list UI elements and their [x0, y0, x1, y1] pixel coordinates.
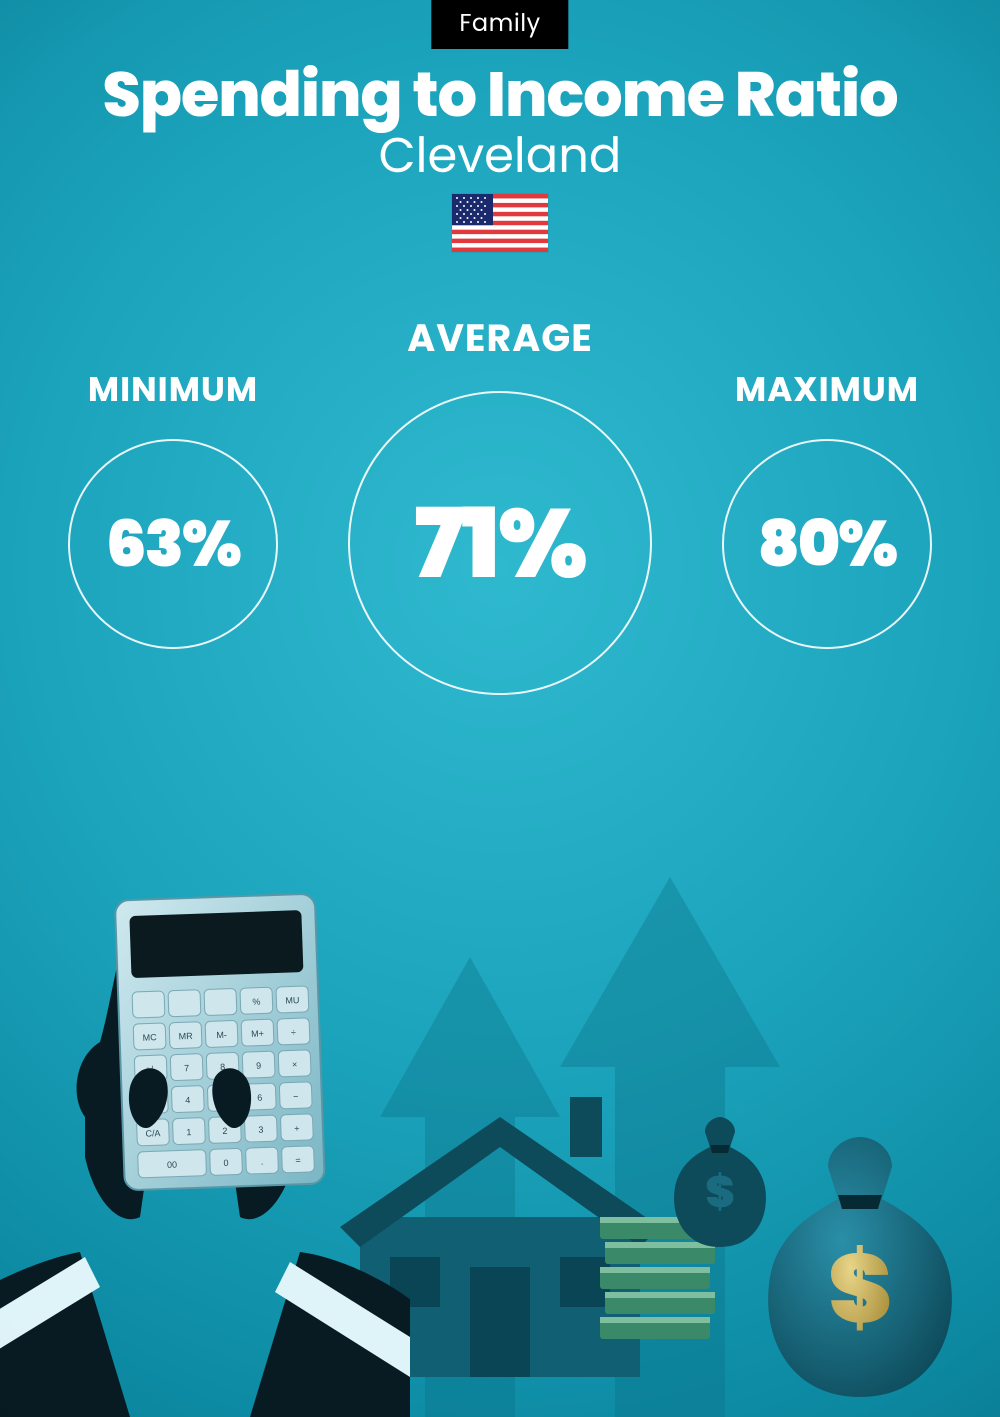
- page-subtitle: Cleveland: [0, 120, 1000, 192]
- category-badge-label: Family: [459, 7, 540, 40]
- svg-text:$: $: [828, 1221, 892, 1356]
- svg-text:%: %: [252, 997, 260, 1007]
- svg-text:−: −: [293, 1091, 299, 1101]
- stat-average-label: AVERAGE: [407, 310, 593, 367]
- stat-average: AVERAGE 71%: [348, 310, 652, 695]
- svg-text:6: 6: [257, 1093, 262, 1103]
- category-badge: Family: [431, 0, 568, 49]
- svg-text:4: 4: [185, 1095, 190, 1105]
- hands-calculator-icon: %MU MCMRM-M+÷ +/-789× ▶456− C/A123+ 000.…: [0, 857, 410, 1417]
- stat-maximum-value: 80%: [758, 497, 896, 592]
- money-bag-small-icon: $: [670, 1117, 770, 1247]
- illustration: $ $: [0, 797, 1000, 1417]
- flag-icon: [452, 194, 548, 252]
- stats-row: MINIMUM 63% AVERAGE 71% MAXIMUM 80%: [0, 310, 1000, 695]
- stat-minimum-value: 63%: [106, 497, 240, 592]
- stat-minimum: MINIMUM 63%: [68, 364, 278, 649]
- svg-text:MR: MR: [178, 1031, 193, 1041]
- svg-text:MU: MU: [285, 995, 299, 1005]
- svg-text:+: +: [294, 1123, 300, 1133]
- money-bag-large-icon: $: [760, 1137, 960, 1397]
- svg-text:×: ×: [292, 1059, 298, 1069]
- svg-text:0: 0: [223, 1158, 228, 1168]
- svg-text:M-: M-: [216, 1030, 227, 1040]
- svg-text:7: 7: [184, 1063, 189, 1073]
- svg-text:$: $: [705, 1162, 734, 1223]
- stat-average-circle: 71%: [348, 391, 652, 695]
- svg-text:1: 1: [186, 1127, 191, 1137]
- svg-text:C/A: C/A: [145, 1128, 160, 1139]
- stat-minimum-label: MINIMUM: [88, 364, 258, 415]
- svg-text:9: 9: [256, 1061, 261, 1071]
- svg-text:00: 00: [167, 1160, 177, 1170]
- stat-minimum-circle: 63%: [68, 439, 278, 649]
- svg-text:÷: ÷: [291, 1027, 296, 1037]
- svg-text:3: 3: [258, 1125, 263, 1135]
- stat-maximum: MAXIMUM 80%: [722, 364, 932, 649]
- svg-text:2: 2: [222, 1126, 227, 1136]
- stat-maximum-label: MAXIMUM: [735, 364, 919, 415]
- stat-average-value: 71%: [414, 471, 586, 616]
- svg-text:.: .: [261, 1157, 264, 1167]
- stat-maximum-circle: 80%: [722, 439, 932, 649]
- flag-canton: [452, 194, 493, 225]
- svg-text:MC: MC: [142, 1032, 157, 1042]
- svg-text:=: =: [295, 1155, 301, 1165]
- svg-text:M+: M+: [251, 1028, 264, 1038]
